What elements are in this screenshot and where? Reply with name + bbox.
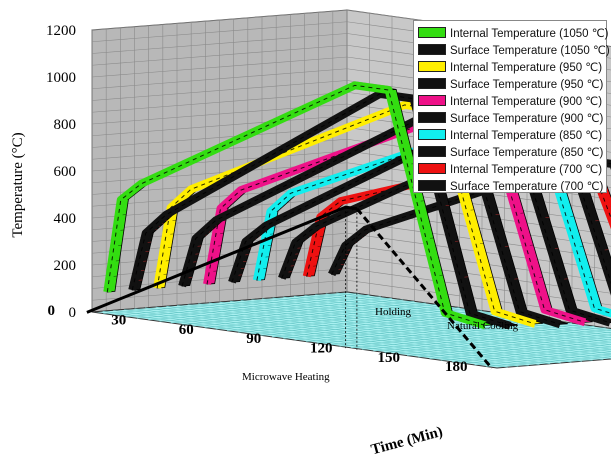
y-tick-label: 800 (54, 117, 77, 133)
x-tick-label: 0 (47, 303, 55, 319)
legend-item: Internal Temperature (950 ℃) (418, 58, 602, 75)
legend-swatch (418, 61, 446, 72)
profile-cooling-line (355, 207, 494, 370)
legend-item: Internal Temperature (900 ℃) (418, 92, 602, 109)
annotation-cooling: Natural Cooling (447, 320, 519, 332)
floor-gridline (240, 300, 611, 352)
floor-gridline (155, 306, 561, 364)
x-tick-label: 60 (179, 322, 194, 338)
floor-gridline (113, 310, 519, 367)
y-axis-label: Temperature (°C) (10, 132, 26, 237)
floor-gridline (102, 310, 508, 368)
floor-gridline (230, 300, 611, 355)
series-dash (131, 93, 511, 327)
legend-label: Surface Temperature (900 ℃) (450, 112, 604, 125)
legend-swatch (418, 112, 446, 123)
legend-label: Surface Temperature (850 ℃) (450, 146, 604, 159)
legend-swatch (418, 78, 446, 89)
chart-legend: Internal Temperature (1050 ℃) Surface Tem… (413, 20, 610, 194)
y-tick-label: 600 (54, 164, 77, 180)
legend-swatch (418, 146, 446, 157)
legend-label: Surface Temperature (950 ℃) (450, 78, 604, 91)
axis-ticks: 0 200 400 600 800 1000 1200 0 30 60 90 120 150 180 (46, 23, 467, 375)
floor-gridline (145, 307, 551, 365)
x-tick-label: 180 (445, 359, 468, 375)
floor-gridline (251, 299, 611, 350)
floor-gridline (187, 304, 593, 361)
floor-gridline (261, 298, 611, 348)
x-tick-label: 30 (111, 313, 126, 329)
floor-gridline (208, 302, 611, 359)
legend-item: Surface Temperature (700 ℃) (418, 177, 603, 194)
legend-item: Internal Temperature (700 ℃) (418, 160, 602, 177)
legend-label: Internal Temperature (900 ℃) (450, 95, 603, 108)
legend-item: Surface Temperature (900 ℃) (418, 109, 603, 126)
floor-gridline (134, 308, 540, 365)
annotation-heating: Microwave Heating (242, 371, 330, 383)
legend-swatch (418, 180, 446, 191)
legend-item: Surface Temperature (1050 ℃) (418, 41, 610, 58)
legend-label: Surface Temperature (1050 ℃) (450, 44, 610, 57)
floor-gridline (198, 303, 604, 360)
legend-swatch (418, 95, 446, 106)
legend-label: Internal Temperature (950 ℃) (450, 61, 603, 74)
legend-item: Internal Temperature (1050 ℃) (418, 24, 608, 41)
chart-series-group (103, 81, 611, 330)
legend-label: Internal Temperature (700 ℃) (450, 163, 603, 176)
x-tick-label: 90 (246, 331, 261, 347)
chart-floor (91, 291, 611, 369)
y-tick-label: 400 (54, 211, 77, 227)
x-tick-label: 150 (377, 350, 400, 366)
legend-item: Surface Temperature (950 ℃) (418, 75, 603, 92)
y-tick-label: 1200 (46, 23, 76, 39)
x-axis-label: Time (Min) (369, 424, 444, 458)
floor-gridline (219, 301, 611, 357)
floor-gridline (123, 309, 529, 366)
legend-label: Surface Temperature (700 ℃) (450, 180, 604, 193)
x-tick-label: 120 (310, 341, 333, 357)
legend-swatch (418, 44, 446, 55)
legend-swatch (418, 129, 446, 140)
annotation-holding: Holding (375, 306, 412, 318)
legend-swatch (418, 163, 446, 174)
floor-gridline (166, 305, 572, 363)
legend-item: Surface Temperature (850 ℃) (418, 143, 603, 160)
legend-item: Internal Temperature (850 ℃) (418, 126, 602, 143)
heating-profile (86, 205, 494, 370)
y-tick-label: 1000 (46, 70, 76, 86)
legend-swatch (418, 27, 446, 38)
floor-gridline (176, 305, 583, 362)
legend-label: Internal Temperature (1050 ℃) (450, 27, 609, 40)
y-tick-label: 0 (69, 305, 77, 321)
y-tick-label: 200 (54, 258, 77, 274)
legend-label: Internal Temperature (850 ℃) (450, 129, 603, 142)
